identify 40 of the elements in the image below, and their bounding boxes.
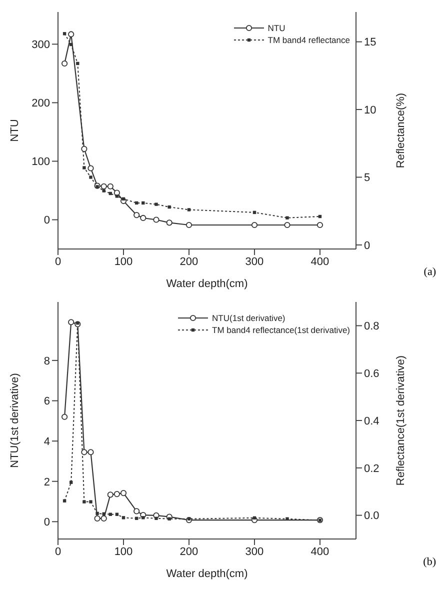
- legend-label: TM band4 reflectance: [268, 34, 350, 46]
- y-tick-label: 6: [44, 396, 50, 408]
- x-tick-label: 100: [114, 546, 133, 558]
- y2-tick-label: 0: [364, 240, 370, 252]
- y-tick-label: 200: [32, 98, 50, 110]
- y2-axis-title: Reflectance(1st derivative): [394, 355, 407, 486]
- y-tick-label: 8: [44, 355, 50, 368]
- x-tick-label: 300: [245, 546, 264, 558]
- y2-tick-label: 0.0: [364, 510, 380, 522]
- x-axis-title: Water depth(cm): [166, 278, 248, 290]
- y2-tick-label: 0.4: [364, 415, 380, 428]
- legend-label: NTU(1st derivative): [212, 312, 286, 324]
- y2-tick-label: 0.2: [364, 462, 380, 475]
- y-tick-label: 300: [32, 39, 50, 52]
- y-tick-label: 2: [44, 476, 50, 488]
- y2-tick-label: 0.8: [364, 320, 380, 333]
- y2-tick-label: 15: [364, 36, 376, 49]
- y-tick-label: 0: [44, 516, 50, 529]
- x-tick-label: 0: [54, 546, 62, 558]
- y-axis-title: NTU(1st derivative): [8, 373, 21, 468]
- x-tick-label: 0: [54, 256, 62, 268]
- x-tick-label: 400: [310, 256, 330, 268]
- x-axis-title: Water depth(cm): [166, 568, 248, 580]
- y-axis-title: NTU: [8, 119, 21, 142]
- y-tick-label: 4: [44, 436, 50, 448]
- y2-tick-label: 0.6: [364, 368, 380, 380]
- y2-tick-label: 10: [364, 104, 376, 116]
- text: (b): [423, 556, 436, 568]
- y2-axis-title: Reflectance(%): [394, 92, 407, 168]
- legend-label: TM band4 reflectance(1st derivative): [212, 324, 350, 336]
- x-tick-label: 200: [180, 256, 198, 268]
- text: (a): [424, 266, 436, 278]
- x-tick-label: 300: [245, 256, 264, 268]
- y-tick-label: 100: [32, 156, 50, 168]
- x-tick-label: 100: [114, 256, 133, 268]
- x-tick-label: 200: [180, 546, 198, 558]
- y2-tick-label: 5: [364, 172, 370, 184]
- legend-label: NTU: [268, 22, 286, 34]
- x-tick-label: 400: [310, 546, 330, 558]
- y-tick-label: 0: [44, 214, 50, 227]
